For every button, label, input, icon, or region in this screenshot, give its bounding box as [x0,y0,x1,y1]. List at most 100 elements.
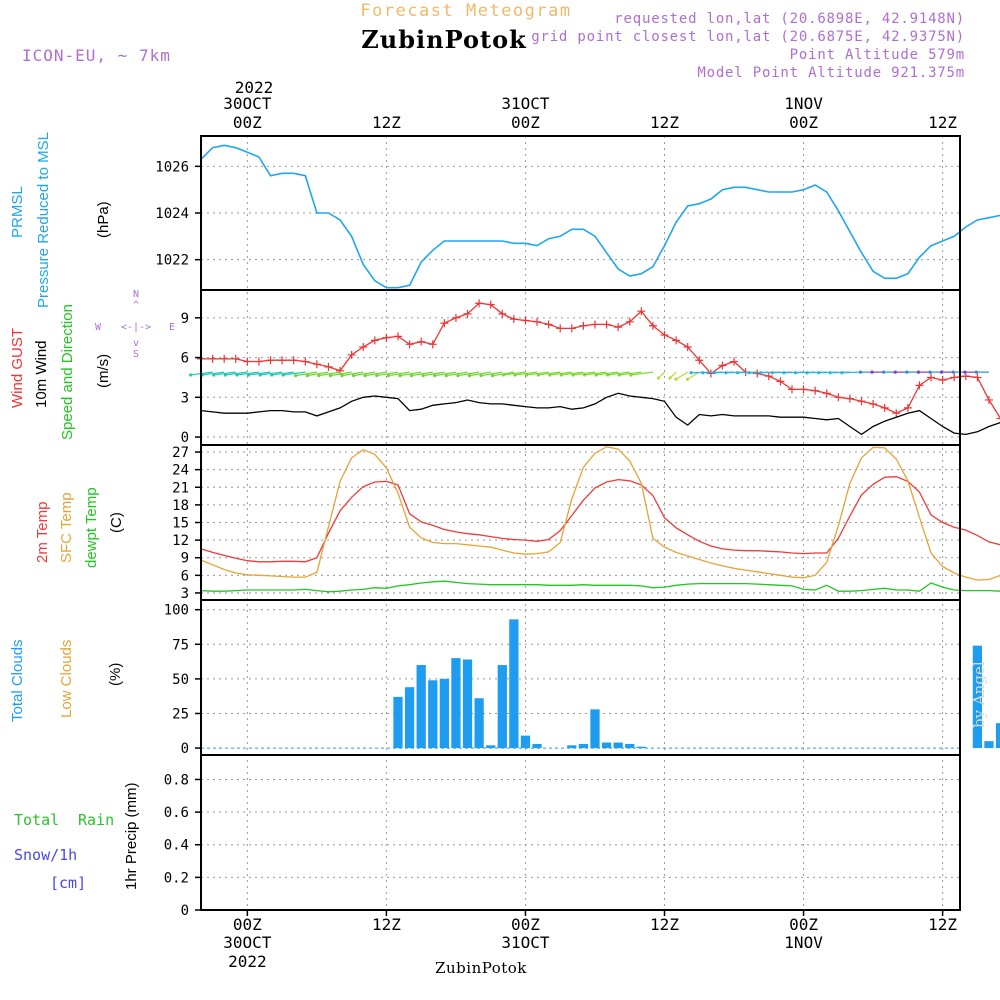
dewpt-label: dewpt Temp [83,487,100,568]
wind-arrow-head [656,376,660,380]
cloud-bar [509,619,519,749]
cloud-bar [520,735,531,749]
ytick-label: 0 [181,903,189,919]
model-altitude: Model Point Altitude 921.375m [697,65,965,81]
top-hour-label: 12Z [372,113,401,132]
gust-marker [614,323,623,332]
clouds-unit: (%) [107,663,124,686]
gust-marker [231,354,240,363]
gust-marker [961,372,970,381]
cloud-bar [984,741,994,749]
gust-marker [672,336,681,345]
gust-marker [370,336,379,345]
ytick-label: 15 [172,516,189,532]
cloud-bar [625,743,635,749]
gust-line [201,302,1000,419]
cloud-bar [567,745,577,749]
wind-arrow-head [840,371,844,375]
wind-arrow [446,371,468,377]
gust-marker [869,399,878,408]
wind-arrow-head [974,370,978,374]
wind-arrow-head [940,370,944,374]
wind-arrow [295,371,317,377]
gust-marker [996,414,1000,423]
gust-marker [463,309,472,318]
top-hour-label: 00Z [789,113,818,132]
compass-legend: N ^ <-|-> W E v S [95,289,175,360]
gust-marker [880,403,889,412]
gust-marker [289,356,298,365]
wind-arrow-head [571,373,575,377]
t2m-line [200,476,1000,563]
gust-marker [787,385,796,394]
ytick-label: 0 [181,430,189,446]
cloud-bar [428,680,438,749]
top-date-label: 1NOV [784,94,823,113]
wind-arrow-head [916,370,921,374]
location-title: ZubinPotok [361,25,527,54]
gust-marker [927,373,936,382]
ytick-label: 3 [181,390,189,406]
ytick-label: 1026 [155,159,189,175]
ytick-label: 9 [181,551,189,567]
gust-marker [405,340,414,349]
wind-arrow-head [188,373,193,377]
gust-marker [938,376,947,385]
gust-marker [799,385,808,394]
gust-marker [857,397,866,406]
wind-arrow-head [782,371,786,375]
wind-arrow-head [258,373,262,377]
wind-arrow-head [689,371,693,375]
gust-marker [475,299,484,308]
gust-marker [254,357,263,366]
ytick-label: 0 [181,741,189,757]
model-label: ICON-EU, ~ 7km [22,46,171,65]
wind-arrow [630,371,653,376]
wind-arrow [330,371,352,377]
wind-arrow-head [375,373,379,378]
gust-marker [834,393,843,402]
gust-marker [695,356,704,365]
wind-arrow-head [328,373,333,378]
gust-marker [509,315,518,324]
gust-marker [984,395,993,404]
wind-arrow-head [685,377,690,381]
gust-marker [324,362,333,371]
gust-marker [903,403,912,412]
sfc-temp-line [200,446,1000,581]
wind-arrow-head [963,370,967,374]
snow-label: Snow/1h [14,846,77,864]
wind-arrow [480,371,503,377]
pressure-unit: (hPa) [95,201,112,238]
ytick-label: 1022 [155,253,189,269]
compass-down: v [133,338,139,349]
bottom-date-label: 31OCT [501,933,550,952]
top-hour-label: 12Z [928,113,957,132]
gust-marker [683,342,692,351]
ytick-label: 24 [172,463,189,479]
wind-arrow [423,371,445,377]
gust-marker [590,320,599,329]
ytick-label: 0.6 [164,805,189,821]
gust-marker [892,409,901,418]
wind-arrow-head [444,373,448,378]
gust-marker [382,333,391,342]
wind-arrow-head [828,371,832,375]
wind-arrow [353,371,375,377]
gust-marker [811,386,820,395]
gust-marker [533,317,542,326]
gust-marker [417,337,426,346]
gust-marker [579,321,588,330]
top-year: 2022 [235,78,274,97]
wind-arrow-head [235,373,239,377]
wind-arrow-head [305,373,309,378]
closest-coords: grid point closest lon,lat (20.6875E, 42… [531,29,965,45]
wind-arrow [376,371,399,377]
wind-arrow-head [870,370,874,374]
gust-marker [301,357,310,366]
ytick-label: 100 [164,603,189,619]
cloud-bar [462,659,473,749]
credit-label: by Angel [970,661,988,728]
temp-unit: (C) [108,512,125,533]
